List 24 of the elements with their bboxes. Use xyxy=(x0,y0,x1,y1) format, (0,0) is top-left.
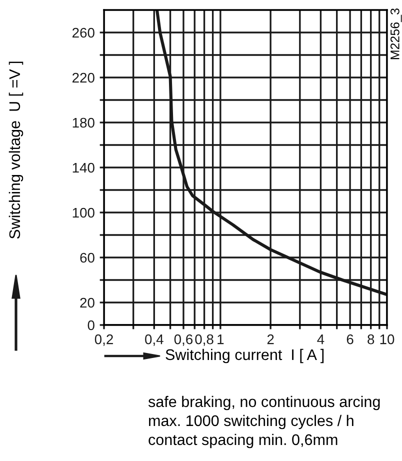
text: contact spacing min. 0,6mm xyxy=(148,434,338,448)
y-tick-label: 20 xyxy=(80,298,94,308)
text: max. 1000 switching cycles / h xyxy=(149,414,354,430)
x-tick-label: 2 xyxy=(267,334,274,344)
y-tick-label: 180 xyxy=(72,118,94,128)
y-axis-title: Switching voltage U [ =V ] xyxy=(8,62,24,239)
x-axis-title: Switching current I [ A ] xyxy=(166,348,324,364)
y-tick-label: 140 xyxy=(72,162,94,173)
x-tick-label: 4 xyxy=(317,334,324,344)
y-tick-label: 260 xyxy=(72,28,94,38)
y-tick-label: 0 xyxy=(88,320,94,330)
x-tick-label: 0,2 xyxy=(94,334,113,346)
x-tick-label: 10 xyxy=(380,334,394,344)
x-tick-label: 0,6 xyxy=(174,334,193,346)
text: safe braking, no continuous arcing xyxy=(148,396,380,410)
x-tick-label: 8 xyxy=(368,334,374,344)
y-tick-label: 100 xyxy=(72,208,94,218)
y-tick-label: 60 xyxy=(80,252,94,263)
x-tick-label: 1 xyxy=(218,334,224,344)
x-tick-label: 0,8 xyxy=(195,334,214,346)
x-tick-label: 6 xyxy=(346,334,354,344)
text: M2256_3 xyxy=(390,8,402,60)
y-tick-label: 220 xyxy=(72,72,94,83)
x-tick-label: 0,4 xyxy=(145,334,164,346)
